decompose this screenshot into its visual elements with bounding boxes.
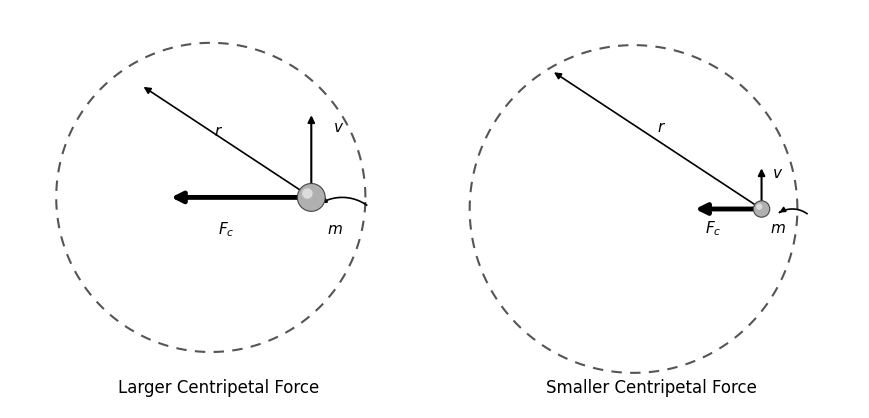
Text: $v$: $v$ — [332, 120, 343, 135]
Text: $m$: $m$ — [769, 221, 785, 236]
Text: $F_c$: $F_c$ — [218, 221, 235, 239]
Circle shape — [753, 201, 769, 217]
Text: $r$: $r$ — [656, 120, 666, 135]
Text: $r$: $r$ — [214, 124, 222, 139]
Text: $F_c$: $F_c$ — [704, 219, 720, 238]
Text: Smaller Centripetal Force: Smaller Centripetal Force — [546, 380, 756, 398]
Circle shape — [755, 204, 761, 210]
Circle shape — [302, 188, 312, 199]
Text: $m$: $m$ — [326, 222, 342, 237]
Circle shape — [297, 184, 325, 212]
Text: Larger Centripetal Force: Larger Centripetal Force — [118, 380, 319, 398]
Text: $v$: $v$ — [772, 166, 783, 181]
